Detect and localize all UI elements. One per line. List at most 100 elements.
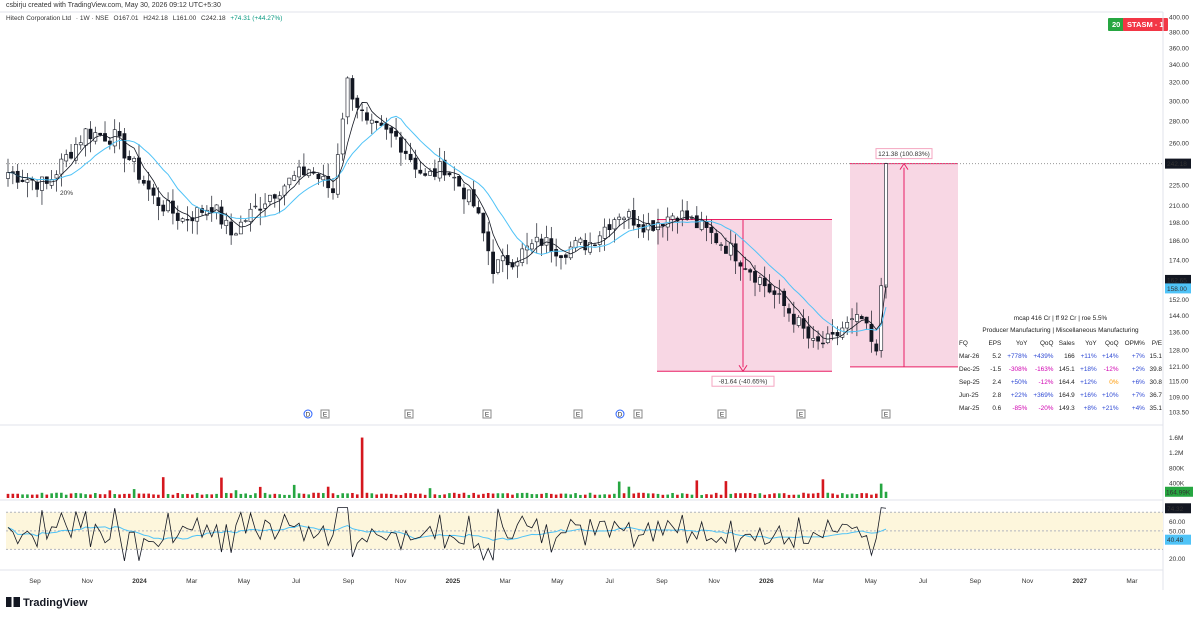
candle-body <box>796 317 801 326</box>
candle-body <box>331 188 335 194</box>
candle-body <box>127 156 132 161</box>
fund-cell: 0.6 <box>992 405 1002 412</box>
time-tick: Sep <box>29 578 41 585</box>
volume-bar <box>389 493 393 498</box>
candle-body <box>248 208 253 222</box>
fund-cell: +21% <box>1102 405 1119 412</box>
earnings-marker <box>633 409 643 419</box>
rally-label: 121.38 (100.83%) <box>878 151 930 158</box>
candle-body <box>369 119 374 124</box>
candle-body <box>384 123 389 130</box>
candle-body <box>476 207 481 214</box>
volume-bar <box>690 494 694 498</box>
earnings-label: E <box>636 412 641 419</box>
candle-body <box>801 318 806 329</box>
candle-body <box>811 338 816 341</box>
fund-row: Sep-25 2.4 +50% -12% 164.4 +12% 0% +6% 30.8 <box>958 376 1163 389</box>
candle-body <box>466 189 471 203</box>
volume-bar <box>322 493 325 498</box>
volume-bar <box>734 493 737 498</box>
volume-bar <box>588 492 592 498</box>
candle-body <box>719 244 723 246</box>
symbol-line: Hitech Corporation Ltd · 1W · NSE O167.0… <box>6 15 285 22</box>
candle-body <box>777 293 782 295</box>
candle-body <box>413 157 418 170</box>
dividend-marker <box>303 409 313 419</box>
volume-bar <box>874 493 878 498</box>
volume-bar <box>773 493 776 498</box>
volume-bars <box>6 437 888 498</box>
candle-body <box>190 217 195 222</box>
volume-bar <box>661 494 665 498</box>
candle-body <box>859 316 864 320</box>
fund-cell: Jun-25 <box>959 392 979 399</box>
volume-bar <box>210 494 214 498</box>
time-tick: Nov <box>708 578 720 585</box>
volume-bar <box>103 494 107 498</box>
price-tick: 380.00 <box>1169 29 1189 36</box>
volume-bar <box>768 494 771 498</box>
volume-bar <box>365 492 369 498</box>
candle-body <box>437 161 442 179</box>
volume-bar <box>317 492 320 498</box>
col-sales: Sales <box>1058 340 1075 347</box>
volume-bar <box>710 494 713 498</box>
col-sales-qoq: QoQ <box>1105 340 1119 347</box>
candle-body <box>117 130 122 137</box>
volume-bar <box>525 492 529 498</box>
volume-bar <box>312 492 315 498</box>
volume-bar <box>884 491 888 498</box>
volume-bar <box>583 494 587 498</box>
volume-bar <box>268 494 272 498</box>
rsi-tick: 60.00 <box>1169 519 1186 526</box>
volume-bar <box>181 494 184 498</box>
drawdown-arrowhead <box>738 364 748 373</box>
volume-bar <box>845 494 849 498</box>
time-tick: May <box>865 578 878 585</box>
volume-bar <box>30 494 34 498</box>
candle-body <box>350 78 355 100</box>
volume-bar <box>195 492 199 498</box>
time-tick: 2027 <box>1073 578 1088 585</box>
indicator-badge-stasm[interactable]: STASM - 1 <box>1123 18 1168 31</box>
volume-last-tag <box>1165 486 1193 497</box>
candle-body <box>743 268 748 270</box>
candle-body <box>15 170 20 183</box>
volume-bar <box>244 493 247 498</box>
volume-bar <box>617 481 621 498</box>
indicator-badge-count[interactable]: 20 <box>1108 18 1125 31</box>
candle-body <box>617 216 622 220</box>
earnings-marker <box>404 409 414 419</box>
open-value: O167.01 <box>113 15 139 22</box>
volume-bar <box>739 493 742 498</box>
volume-bar <box>569 494 572 498</box>
candle-body <box>685 210 690 220</box>
candle-body <box>651 220 656 231</box>
volume-bar <box>297 493 301 498</box>
volume-bar <box>836 494 839 498</box>
candle-body <box>64 154 69 162</box>
change-value: +74.31 (+44.27%) <box>230 15 283 22</box>
time-tick: Nov <box>81 578 93 585</box>
candle-body <box>423 173 428 176</box>
price-tick: 121.00 <box>1169 364 1189 371</box>
candle-body <box>544 237 549 246</box>
candle-body <box>874 343 879 352</box>
candle-body <box>151 187 156 196</box>
volume-bar <box>792 494 796 498</box>
candle-body <box>660 223 665 227</box>
drawdown-label-bg <box>711 375 775 387</box>
candle-body <box>195 207 200 222</box>
volume-bar <box>496 493 500 498</box>
volume-bar <box>50 493 53 498</box>
volume-tick: 1.6M <box>1169 435 1183 442</box>
candle-body <box>146 180 151 190</box>
volume-bar <box>797 494 800 498</box>
volume-bar <box>593 494 597 498</box>
fund-cell: 39.8 <box>1149 366 1162 373</box>
candle-body <box>389 127 394 134</box>
earnings-marker <box>573 409 583 419</box>
candle-body <box>292 175 297 181</box>
price-tick: 400.00 <box>1169 15 1189 22</box>
